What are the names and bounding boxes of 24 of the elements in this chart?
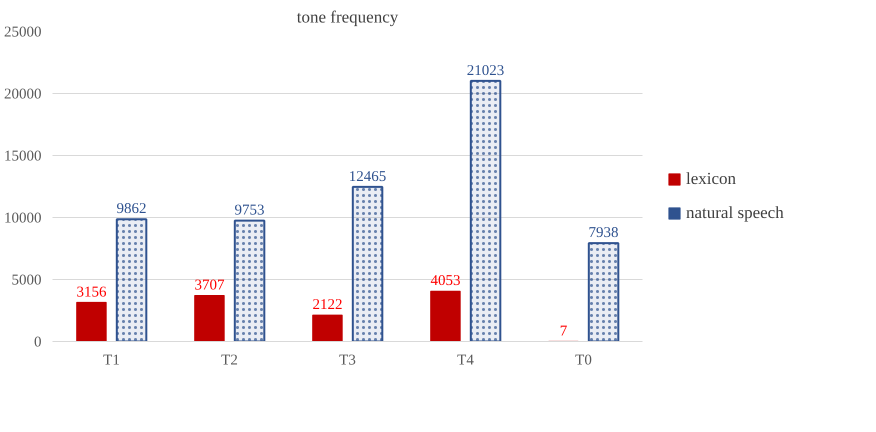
data-label: 3707 xyxy=(194,278,225,294)
y-tick-label: 5000 xyxy=(12,272,42,288)
y-tick-label: 25000 xyxy=(4,24,42,40)
y-tick-label: 15000 xyxy=(4,148,42,164)
data-label: 9753 xyxy=(234,202,265,219)
chart-title: tone frequency xyxy=(296,8,399,26)
legend-label: natural speech xyxy=(686,202,784,222)
legend-label: lexicon xyxy=(686,168,736,188)
data-label: 9862 xyxy=(116,201,147,218)
x-tick-label: T2 xyxy=(221,352,238,368)
data-label: 21023 xyxy=(466,62,504,79)
x-tick-label: T1 xyxy=(103,352,120,368)
x-tick-label: T4 xyxy=(457,352,474,368)
y-tick-label: 10000 xyxy=(4,210,42,226)
x-tick-label: T3 xyxy=(339,352,356,368)
y-tick-label: 20000 xyxy=(4,86,42,102)
data-label: 7 xyxy=(560,323,568,340)
data-label: 12465 xyxy=(348,168,386,185)
x-tick-label: T0 xyxy=(575,352,592,368)
data-label: 2122 xyxy=(312,297,342,314)
data-label: 7938 xyxy=(588,225,619,242)
data-label: 3156 xyxy=(76,284,107,300)
data-label: 4053 xyxy=(430,273,460,290)
y-tick-label: 0 xyxy=(34,334,42,350)
